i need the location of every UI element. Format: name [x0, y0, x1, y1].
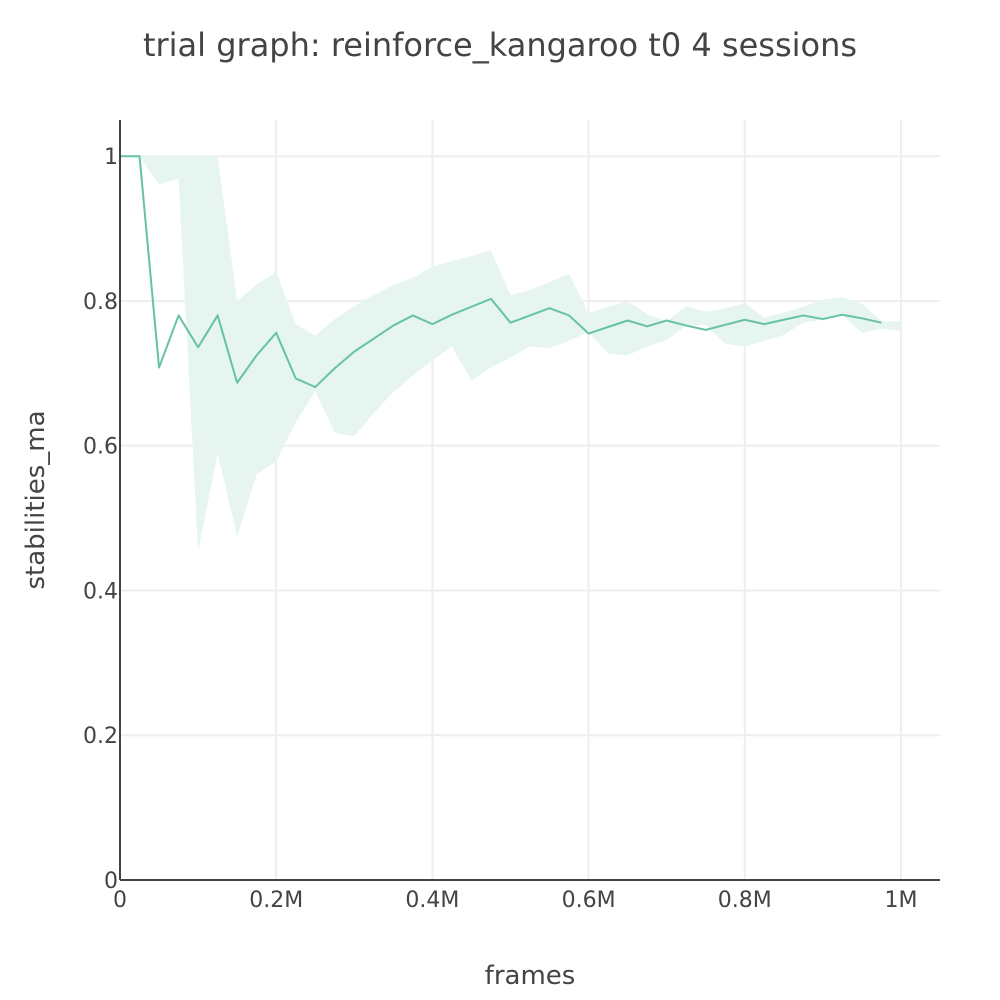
- y-tick-label: 1: [104, 145, 118, 170]
- series-line: [120, 155, 882, 389]
- x-tick-label: 1M: [884, 888, 917, 913]
- confidence-band: [120, 156, 901, 552]
- line-layer: [120, 155, 882, 389]
- x-tick-label: 0.4M: [405, 888, 459, 913]
- y-tick-label: 0: [104, 869, 118, 894]
- axis-layer: [119, 120, 940, 881]
- label-layer: 0 0.2M 0.4M 0.6M 0.8M 1M 0 0.2 0.4 0.6 0.8 1 frames s…: [21, 145, 917, 991]
- x-axis-title: frames: [485, 961, 576, 991]
- y-tick-label: 0.6: [83, 435, 118, 460]
- chart-title: trial graph: reinforce_kangaroo t0 4 ses…: [142, 26, 858, 64]
- x-tick-label: 0: [113, 888, 127, 913]
- x-tick-label: 0.6M: [562, 888, 616, 913]
- y-tick-label: 0.8: [83, 290, 118, 315]
- y-tick-label: 0.2: [83, 724, 118, 749]
- band-layer: [120, 156, 901, 552]
- x-tick-label: 0.8M: [718, 888, 772, 913]
- y-axis-title: stabilities_ma: [21, 410, 51, 589]
- x-tick-label: 0.2M: [249, 888, 303, 913]
- y-tick-label: 0.4: [83, 579, 118, 604]
